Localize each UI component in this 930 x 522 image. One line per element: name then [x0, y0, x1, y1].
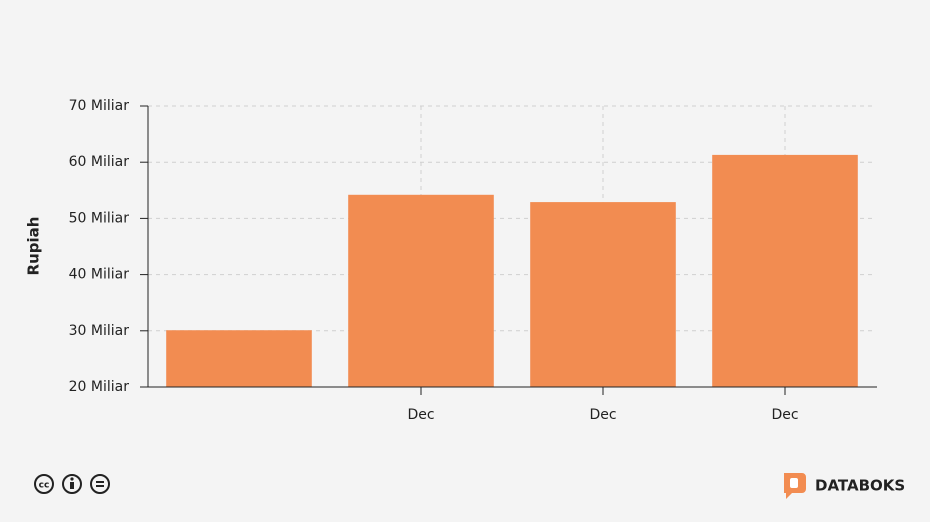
brand-name: DATABOKS [815, 477, 905, 495]
y-tick-label: 20 Miliar [69, 379, 130, 395]
y-tick-label: 30 Miliar [69, 323, 130, 339]
bar [712, 154, 858, 387]
svg-text:cc: cc [39, 481, 50, 491]
y-tick-label: 50 Miliar [69, 210, 130, 226]
y-tick-label: 40 Miliar [69, 267, 130, 283]
y-tick-label: 60 Miliar [69, 154, 130, 170]
bar [530, 202, 676, 387]
x-tick-label: Dec [771, 407, 798, 423]
x-tick-label: Dec [589, 407, 616, 423]
y-tick-label: 70 Miliar [69, 98, 130, 114]
y-axis-label: Rupiah [25, 217, 43, 276]
brand-logo [784, 473, 806, 499]
x-tick-label: Dec [407, 407, 434, 423]
cc-icons: cc [34, 474, 110, 494]
bar [348, 194, 494, 387]
bar [166, 330, 312, 387]
